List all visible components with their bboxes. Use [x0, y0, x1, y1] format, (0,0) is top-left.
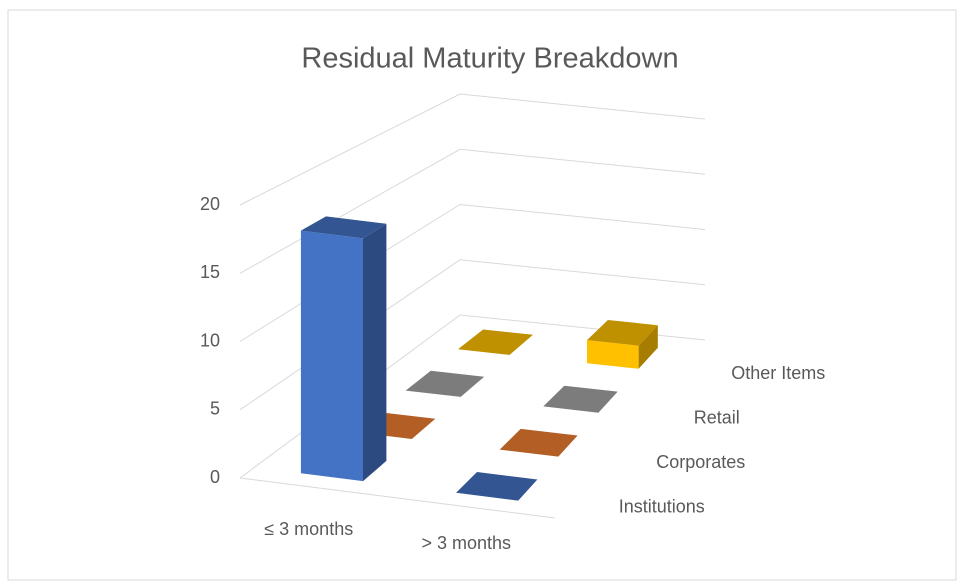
y-tick-label: 10 [200, 330, 220, 350]
chart-title: Residual Maturity Breakdown [301, 43, 678, 75]
bar-top [587, 320, 658, 346]
x-tick-label: ≤ 3 months [264, 519, 353, 539]
bar-top [543, 385, 618, 413]
bar-top [499, 428, 578, 457]
bar-side [638, 325, 658, 369]
y-tick-label: 20 [200, 194, 220, 214]
bar-top [300, 216, 387, 239]
legend-label: Retail [694, 408, 740, 428]
x-tick-label: > 3 months [421, 533, 511, 553]
bar-front [300, 230, 363, 482]
legend-label: Other Items [731, 363, 825, 383]
floor-edge [239, 477, 556, 519]
bar-front [587, 340, 639, 369]
bar-top [405, 370, 485, 397]
y-tick-label: 0 [210, 467, 220, 487]
legend-label: Institutions [619, 497, 705, 517]
bar-top [456, 472, 538, 501]
legend-label: Corporates [656, 452, 745, 472]
y-tick-label: 5 [210, 399, 220, 419]
bar-top [458, 329, 533, 355]
grid-line [239, 93, 706, 206]
bar-side [363, 223, 387, 482]
y-tick-label: 15 [200, 262, 220, 282]
